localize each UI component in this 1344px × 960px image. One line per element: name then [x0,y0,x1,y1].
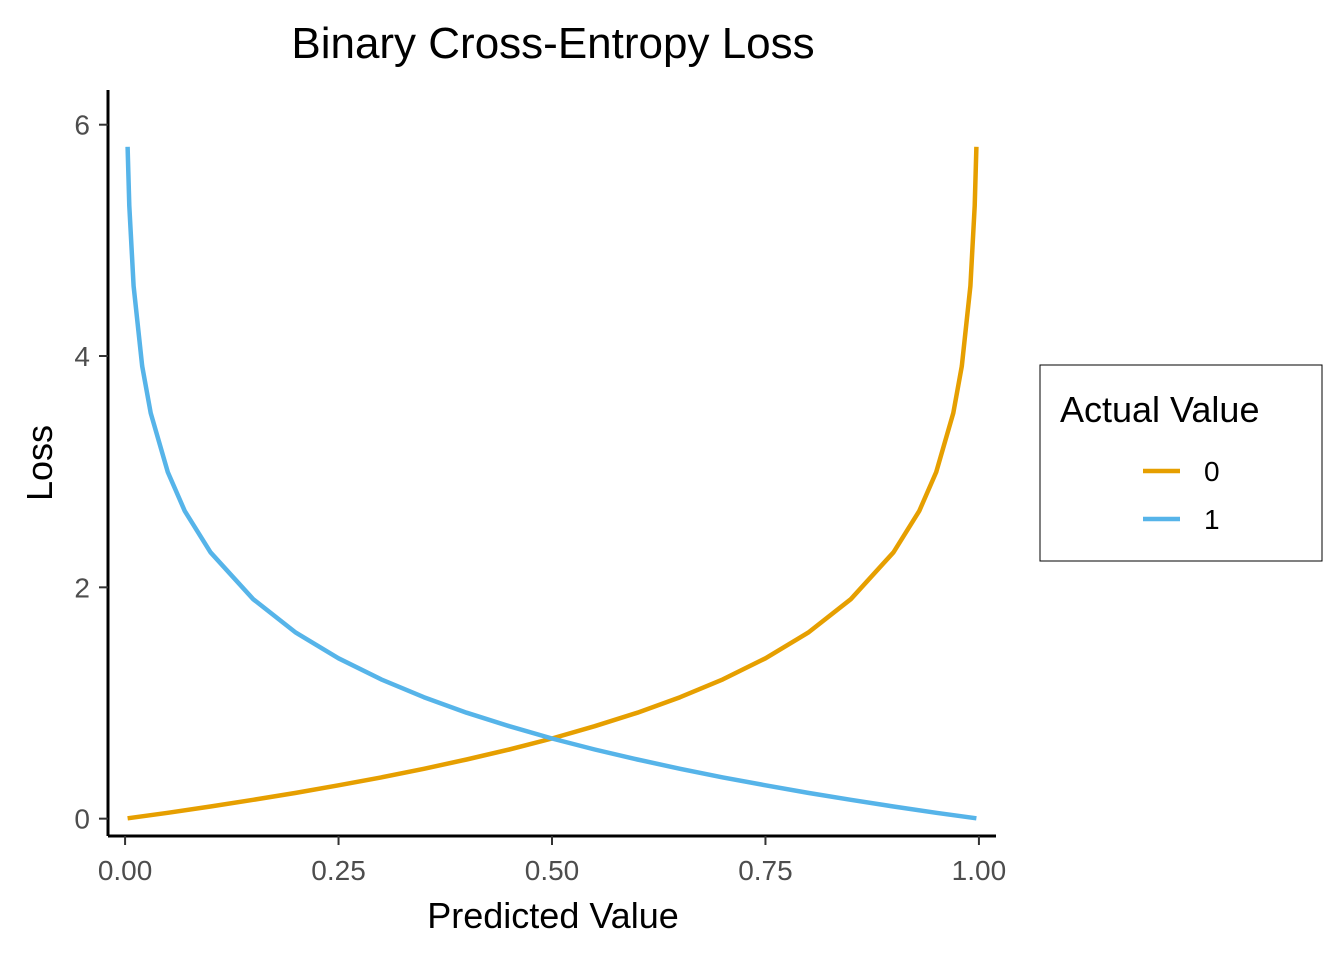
x-tick-label: 0.00 [98,855,153,886]
x-tick-label: 0.75 [738,855,793,886]
series-line-1 [125,146,977,821]
legend-label-1: 1 [1204,504,1220,535]
legend-title: Actual Value [1060,389,1259,430]
y-axis-title: Loss [19,425,60,501]
x-axis-title: Predicted Value [427,895,679,936]
y-tick-label: 0 [74,804,90,835]
y-tick-label: 4 [74,341,90,372]
legend-items: 01 [1143,456,1220,535]
legend-label-0: 0 [1204,456,1220,487]
chart-title: Binary Cross-Entropy Loss [291,19,814,68]
series-line-0 [127,146,979,821]
x-tick-label: 0.25 [311,855,366,886]
y-tick-label: 2 [74,572,90,603]
x-axis-ticks: 0.00 0.25 0.50 0.75 1.00 [98,836,1006,886]
x-tick-label: 0.50 [525,855,580,886]
legend-box [1039,364,1323,562]
legend: Actual Value 01 [1039,364,1323,562]
y-tick-label: 6 [74,110,90,141]
series-layer [125,146,979,821]
x-tick-label: 1.00 [952,855,1007,886]
y-axis-ticks: 0 2 4 6 [74,110,108,835]
